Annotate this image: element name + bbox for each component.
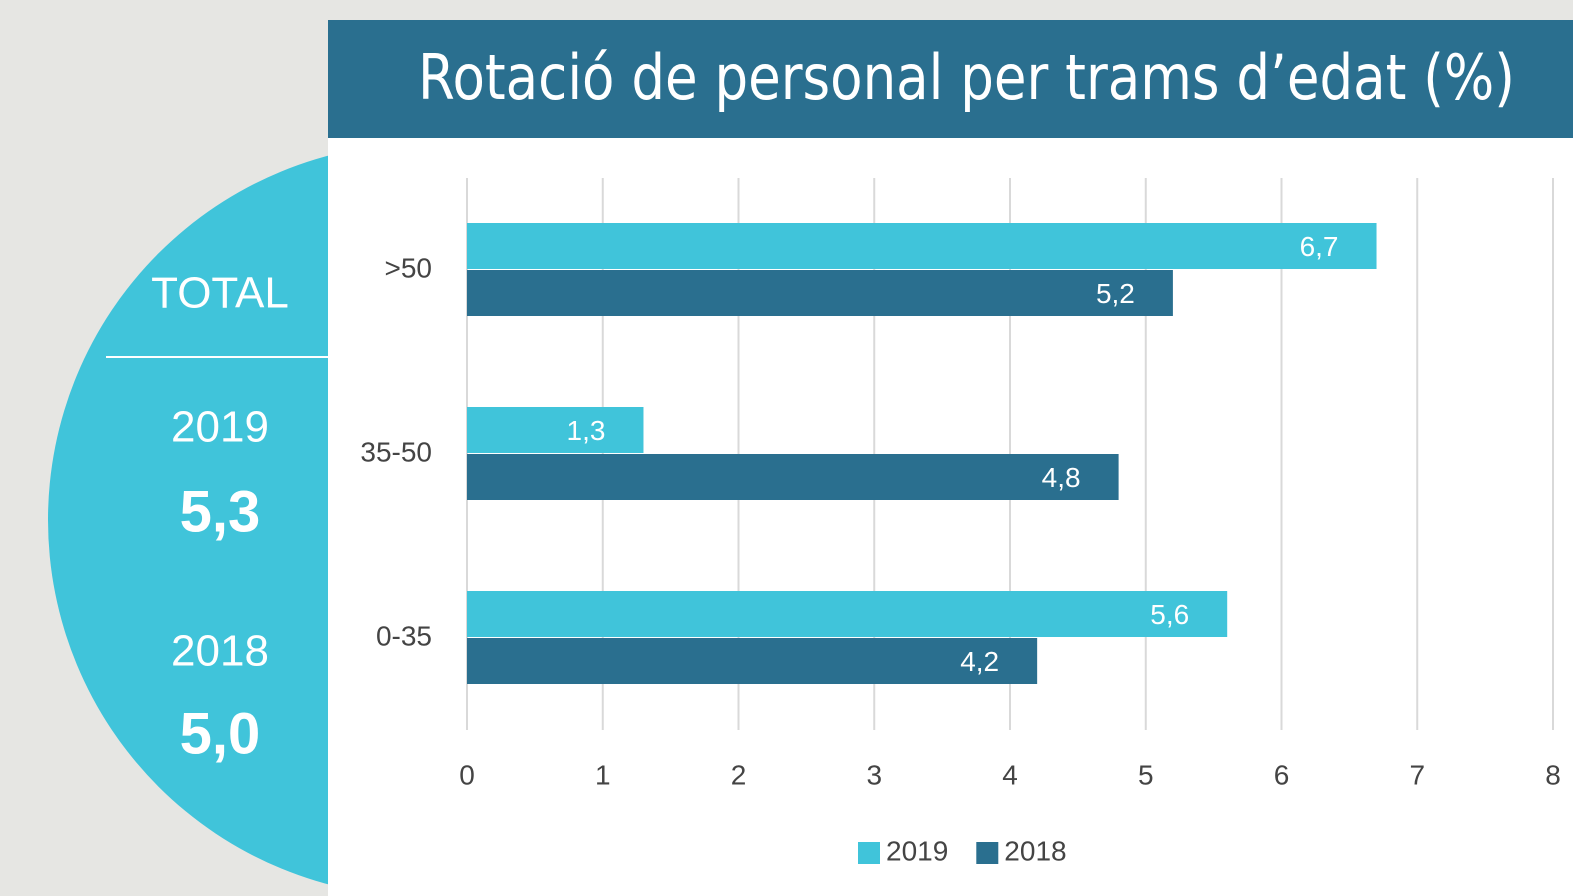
summary-value: 5,3 [180,479,261,544]
bar [467,270,1173,316]
x-tick-label: 3 [866,759,882,790]
legend-swatch [858,842,880,864]
bar [467,223,1377,269]
data-label: 5,6 [1150,599,1189,630]
x-tick-label: 0 [459,759,475,790]
x-tick-label: 6 [1274,759,1290,790]
chart-title: Rotació de personal per trams d’edat (%) [418,41,1515,114]
legend-label: 2018 [1004,835,1066,866]
bar [467,591,1228,637]
bar [467,638,1038,684]
x-tick-label: 4 [1002,759,1018,790]
x-tick-label: 2 [731,759,747,790]
bar [467,454,1119,500]
title-bar [328,20,1573,138]
x-tick-label: 5 [1138,759,1154,790]
data-label: 4,8 [1042,462,1081,493]
data-label: 1,3 [567,415,606,446]
y-tick-label: >50 [385,252,433,283]
x-tick-label: 1 [595,759,611,790]
legend-label: 2019 [886,835,948,866]
y-tick-label: 35-50 [360,436,432,467]
summary-value: 5,0 [180,701,261,766]
summary-label: TOTAL [151,269,289,318]
bar [467,407,644,453]
data-label: 5,2 [1096,278,1135,309]
x-tick-label: 8 [1545,759,1561,790]
data-label: 4,2 [960,646,999,677]
y-tick-label: 0-35 [376,620,432,651]
summary-year: 2019 [171,403,269,452]
data-label: 6,7 [1300,231,1339,262]
legend-swatch [976,842,999,864]
x-tick-label: 7 [1409,759,1425,790]
summary-year: 2018 [171,627,269,676]
